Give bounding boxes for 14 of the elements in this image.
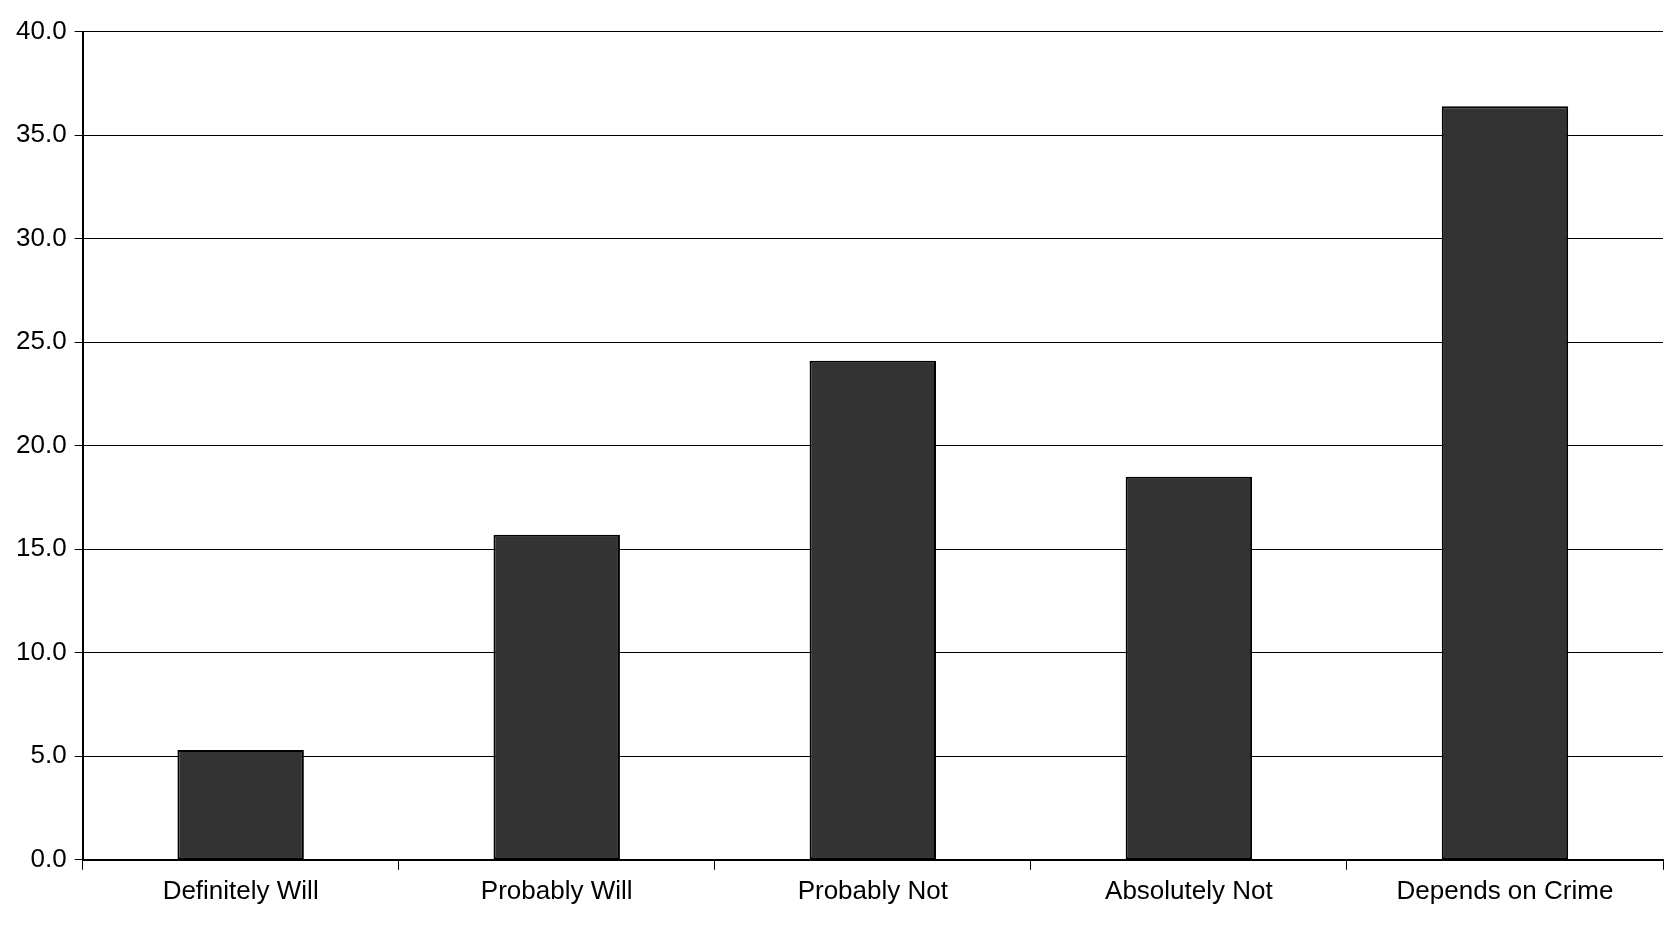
y-tick-label: 40.0 <box>15 14 67 45</box>
y-tick-label: 25.0 <box>15 325 67 356</box>
x-tick-label: Probably Not <box>797 874 949 905</box>
y-tick-label: 0.0 <box>30 842 67 873</box>
y-tick-label: 15.0 <box>15 532 67 563</box>
y-tick-label: 5.0 <box>30 739 67 770</box>
y-tick-label: 30.0 <box>15 221 67 252</box>
x-tick-label: Depends on Crime <box>1396 874 1614 905</box>
y-tick-label: 20.0 <box>15 428 67 459</box>
y-tick-label: 35.0 <box>15 118 67 149</box>
y-tick-label: 10.0 <box>15 635 67 666</box>
x-tick-label: Probably Will <box>480 874 633 905</box>
x-tick-label: Definitely Will <box>162 874 319 905</box>
x-tick-label: Absolutely Not <box>1105 874 1274 905</box>
